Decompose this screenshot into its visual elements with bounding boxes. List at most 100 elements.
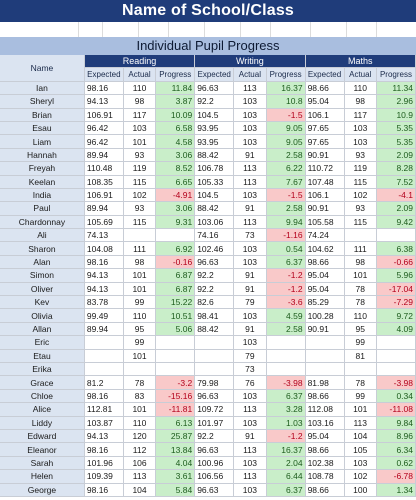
writing-expected-cell [194,335,235,350]
reading-expected-cell: 94.13 [84,282,124,297]
maths-expected-cell: 98.66 [305,81,345,96]
maths-expected-cell: 108.78 [305,469,345,484]
reading-progress-cell: 8.52 [155,161,196,176]
writing-progress-cell: -1.2 [266,429,306,444]
reading-progress-cell: 13.84 [155,442,196,457]
reading-expected-cell: 81.2 [84,375,124,390]
reading-progress-cell: 4.04 [155,456,196,471]
reading-expected-cell: 105.69 [84,215,124,230]
maths-actual-cell: 117 [344,108,377,122]
writing-actual-cell: 103 [233,121,267,136]
writing-progress-header: Progress [266,67,306,82]
maths-progress-cell: 0.62 [376,456,416,471]
writing-progress-cell: 3.28 [266,402,306,417]
reading-expected-cell: 96.42 [84,121,124,136]
reading-progress-cell: 6.58 [155,121,196,136]
name-column-header: Name [0,55,85,82]
pupil-row: Allan 89.94 95 5.06 88.42 91 2.58 90.91 95 4.09 [0,322,416,337]
maths-progress-cell: 11.34 [376,81,416,96]
reading-progress-cell: 5.06 [155,322,196,337]
reading-actual-cell: 119 [123,161,157,176]
maths-expected-cell [305,349,345,363]
writing-expected-cell: 96.63 [194,255,235,270]
maths-expected-cell: 105.58 [305,215,345,230]
maths-progress-cell: 9.72 [376,308,416,323]
writing-expected-cell: 98.41 [194,308,235,323]
pupil-row: Etau 101 79 81 [0,349,416,363]
writing-progress-cell: -3.98 [266,375,306,390]
reading-actual-cell: 102 [123,188,157,203]
reading-progress-cell: 3.06 [155,148,196,163]
reading-progress-cell [155,228,196,243]
pupil-name: Chardonnay [0,215,85,230]
pupil-row: Hannah 89.94 93 3.06 88.42 91 2.58 90.91 93 2.09 [0,148,416,163]
maths-expected-cell: 90.91 [305,322,345,337]
reading-actual-cell: 99 [123,295,157,310]
maths-expected-cell: 98.66 [305,442,345,457]
reading-progress-cell [155,335,196,350]
pupil-name: Esau [0,121,85,136]
maths-actual-cell: 93 [344,148,377,163]
writing-expected-cell: 109.72 [194,402,235,417]
maths-expected-cell: 98.66 [305,255,345,270]
writing-progress-cell [266,335,306,350]
pupil-row: India 106.91 102 -4.91 104.5 103 -1.5 106.1 102-… [0,188,416,203]
reading-actual-cell: 101 [123,134,157,149]
maths-actual-cell: 100 [344,483,377,497]
pupil-row: George 98.16 104 5.84 96.63 103 6.37 98.66 100 1.… [0,483,416,497]
writing-actual-cell: 73 [233,228,267,243]
maths-progress-cell: -7.29 [376,295,416,310]
writing-actual-cell: 103 [233,108,267,122]
reading-expected-cell: 101.96 [84,456,124,471]
reading-expected-cell: 94.13 [84,94,124,109]
blank-spacer-row [0,22,416,37]
reading-progress-cell: 6.87 [155,268,196,283]
writing-expected-cell: 101.97 [194,416,235,430]
pupil-row: Sheryl 94.13 98 3.87 92.2 103 10.8 95.04 98 2.96 [0,94,416,109]
writing-progress-cell: 6.44 [266,469,306,484]
maths-progress-cell [376,362,416,377]
maths-actual-cell: 101 [344,402,377,417]
writing-expected-cell: 104.5 [194,108,235,122]
reading-actual-cell: 113 [123,469,157,484]
pupil-name: Keelan [0,175,85,189]
reading-progress-cell: -0.16 [155,255,196,270]
writing-expected-cell: 88.42 [194,201,235,216]
pupil-row: Eric 99 103 99 [0,335,416,350]
writing-expected-cell: 96.63 [194,81,235,96]
writing-expected-cell: 105.33 [194,175,235,189]
writing-expected-cell: 92.2 [194,268,235,283]
reading-actual-cell: 110 [123,416,157,430]
writing-actual-cell: 91 [233,148,267,163]
writing-expected-cell: 100.96 [194,456,235,471]
pupil-name: Brian [0,108,85,122]
writing-progress-cell: 6.22 [266,161,306,176]
maths-expected-cell: 110.72 [305,161,345,176]
reading-expected-cell: 89.94 [84,148,124,163]
maths-expected-cell: 112.08 [305,402,345,417]
pupil-name: Olivia [0,308,85,323]
report-subtitle: Individual Pupil Progress [0,37,416,56]
pupil-row: Simon 94.13 101 6.87 92.2 91 -1.2 95.04 101 5.96 [0,268,416,283]
writing-expected-cell: 92.2 [194,282,235,297]
maths-actual-cell [344,362,377,377]
reading-progress-header: Progress [155,67,196,82]
school-class-title: Name of School/Class [0,0,416,22]
reading-actual-cell: 93 [123,148,157,163]
maths-progress-header: Progress [376,67,416,82]
maths-actual-cell: 110 [344,81,377,96]
maths-expected-cell: 106.1 [305,188,345,203]
pupil-name: Edward [0,429,85,444]
writing-expected-cell: 93.95 [194,121,235,136]
maths-expected-cell [305,362,345,377]
pupil-row: Ali 74.13 74.16 73 -1.16 74.24 [0,228,416,243]
pupil-row: Esau 96.42 103 6.58 93.95 103 9.05 97.65 103 5.35 [0,121,416,136]
writing-expected-cell: 104.5 [194,188,235,203]
writing-progress-cell: 2.04 [266,456,306,471]
reading-progress-cell: -4.91 [155,188,196,203]
maths-progress-cell: 5.96 [376,268,416,283]
writing-progress-cell: 9.05 [266,134,306,149]
maths-expected-cell: 95.04 [305,429,345,444]
maths-progress-cell: 9.42 [376,215,416,230]
writing-subject-header: Writing [194,55,306,69]
